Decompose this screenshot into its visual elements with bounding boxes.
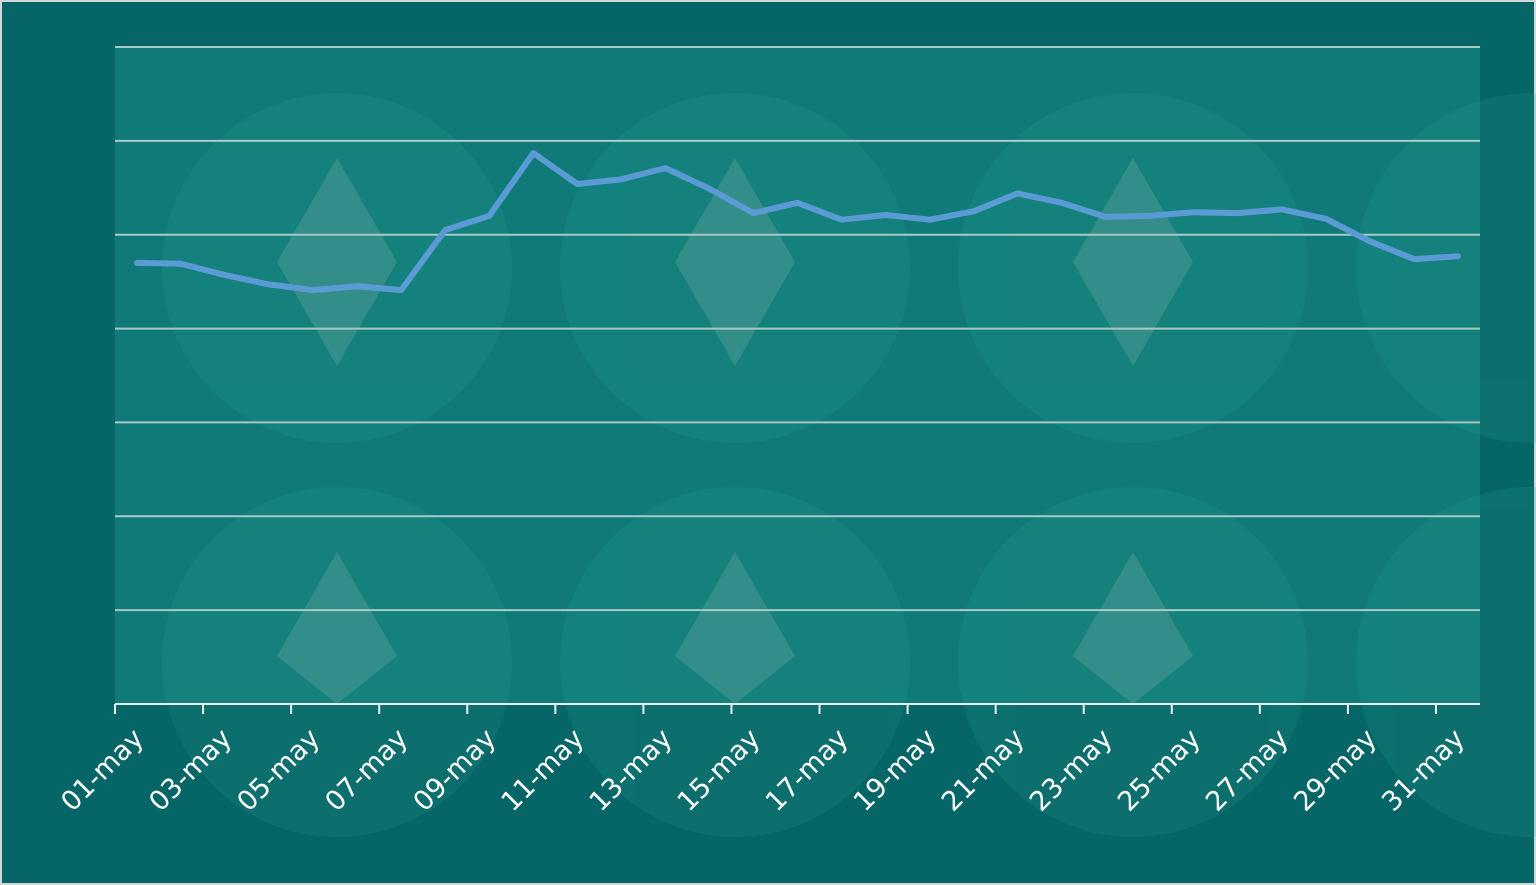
watermark	[162, 93, 1536, 837]
plot-area	[115, 47, 1480, 704]
line	[134, 150, 1461, 294]
